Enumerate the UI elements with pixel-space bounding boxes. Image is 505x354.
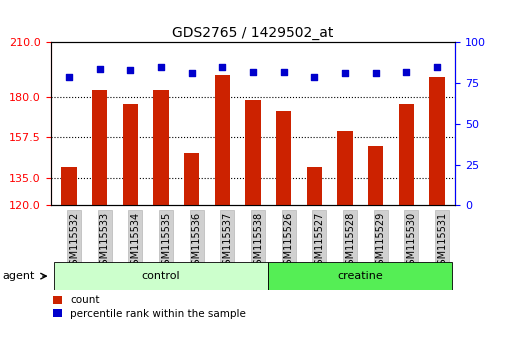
Bar <box>398 104 413 205</box>
Bar <box>214 75 230 205</box>
Bar <box>275 111 291 205</box>
Point <box>65 74 73 80</box>
Point <box>310 74 318 80</box>
Bar <box>92 90 107 205</box>
Text: GSM115537: GSM115537 <box>222 212 232 271</box>
Text: GSM115538: GSM115538 <box>252 212 263 271</box>
Title: GDS2765 / 1429502_at: GDS2765 / 1429502_at <box>172 26 333 40</box>
Point <box>126 67 134 73</box>
FancyBboxPatch shape <box>54 262 268 290</box>
Bar <box>61 167 77 205</box>
Point <box>248 69 257 75</box>
Text: GSM115530: GSM115530 <box>406 212 416 271</box>
Point <box>157 64 165 70</box>
Point <box>95 66 104 72</box>
Bar <box>306 167 321 205</box>
Text: GSM115536: GSM115536 <box>191 212 201 271</box>
Legend: count, percentile rank within the sample: count, percentile rank within the sample <box>53 296 245 319</box>
Bar <box>153 90 168 205</box>
Point <box>218 64 226 70</box>
Text: GSM115533: GSM115533 <box>99 212 110 271</box>
Text: GSM115534: GSM115534 <box>130 212 140 271</box>
Point <box>401 69 410 75</box>
Bar <box>428 77 444 205</box>
Text: GSM115529: GSM115529 <box>375 212 385 271</box>
Bar <box>367 145 383 205</box>
Text: GSM115527: GSM115527 <box>314 212 324 271</box>
Point <box>371 70 379 76</box>
Point <box>340 70 348 76</box>
Bar <box>337 131 352 205</box>
Text: control: control <box>141 271 180 281</box>
Bar <box>245 101 260 205</box>
Text: agent: agent <box>3 271 35 281</box>
Point <box>432 64 440 70</box>
Text: GSM115532: GSM115532 <box>69 212 79 271</box>
Bar <box>122 104 138 205</box>
Text: GSM115535: GSM115535 <box>161 212 171 271</box>
Point <box>279 69 287 75</box>
FancyBboxPatch shape <box>268 262 451 290</box>
Text: GSM115528: GSM115528 <box>344 212 355 271</box>
Point <box>187 70 195 76</box>
Text: creatine: creatine <box>337 271 382 281</box>
Bar <box>184 153 199 205</box>
Text: GSM115531: GSM115531 <box>436 212 446 271</box>
Text: GSM115526: GSM115526 <box>283 212 293 271</box>
